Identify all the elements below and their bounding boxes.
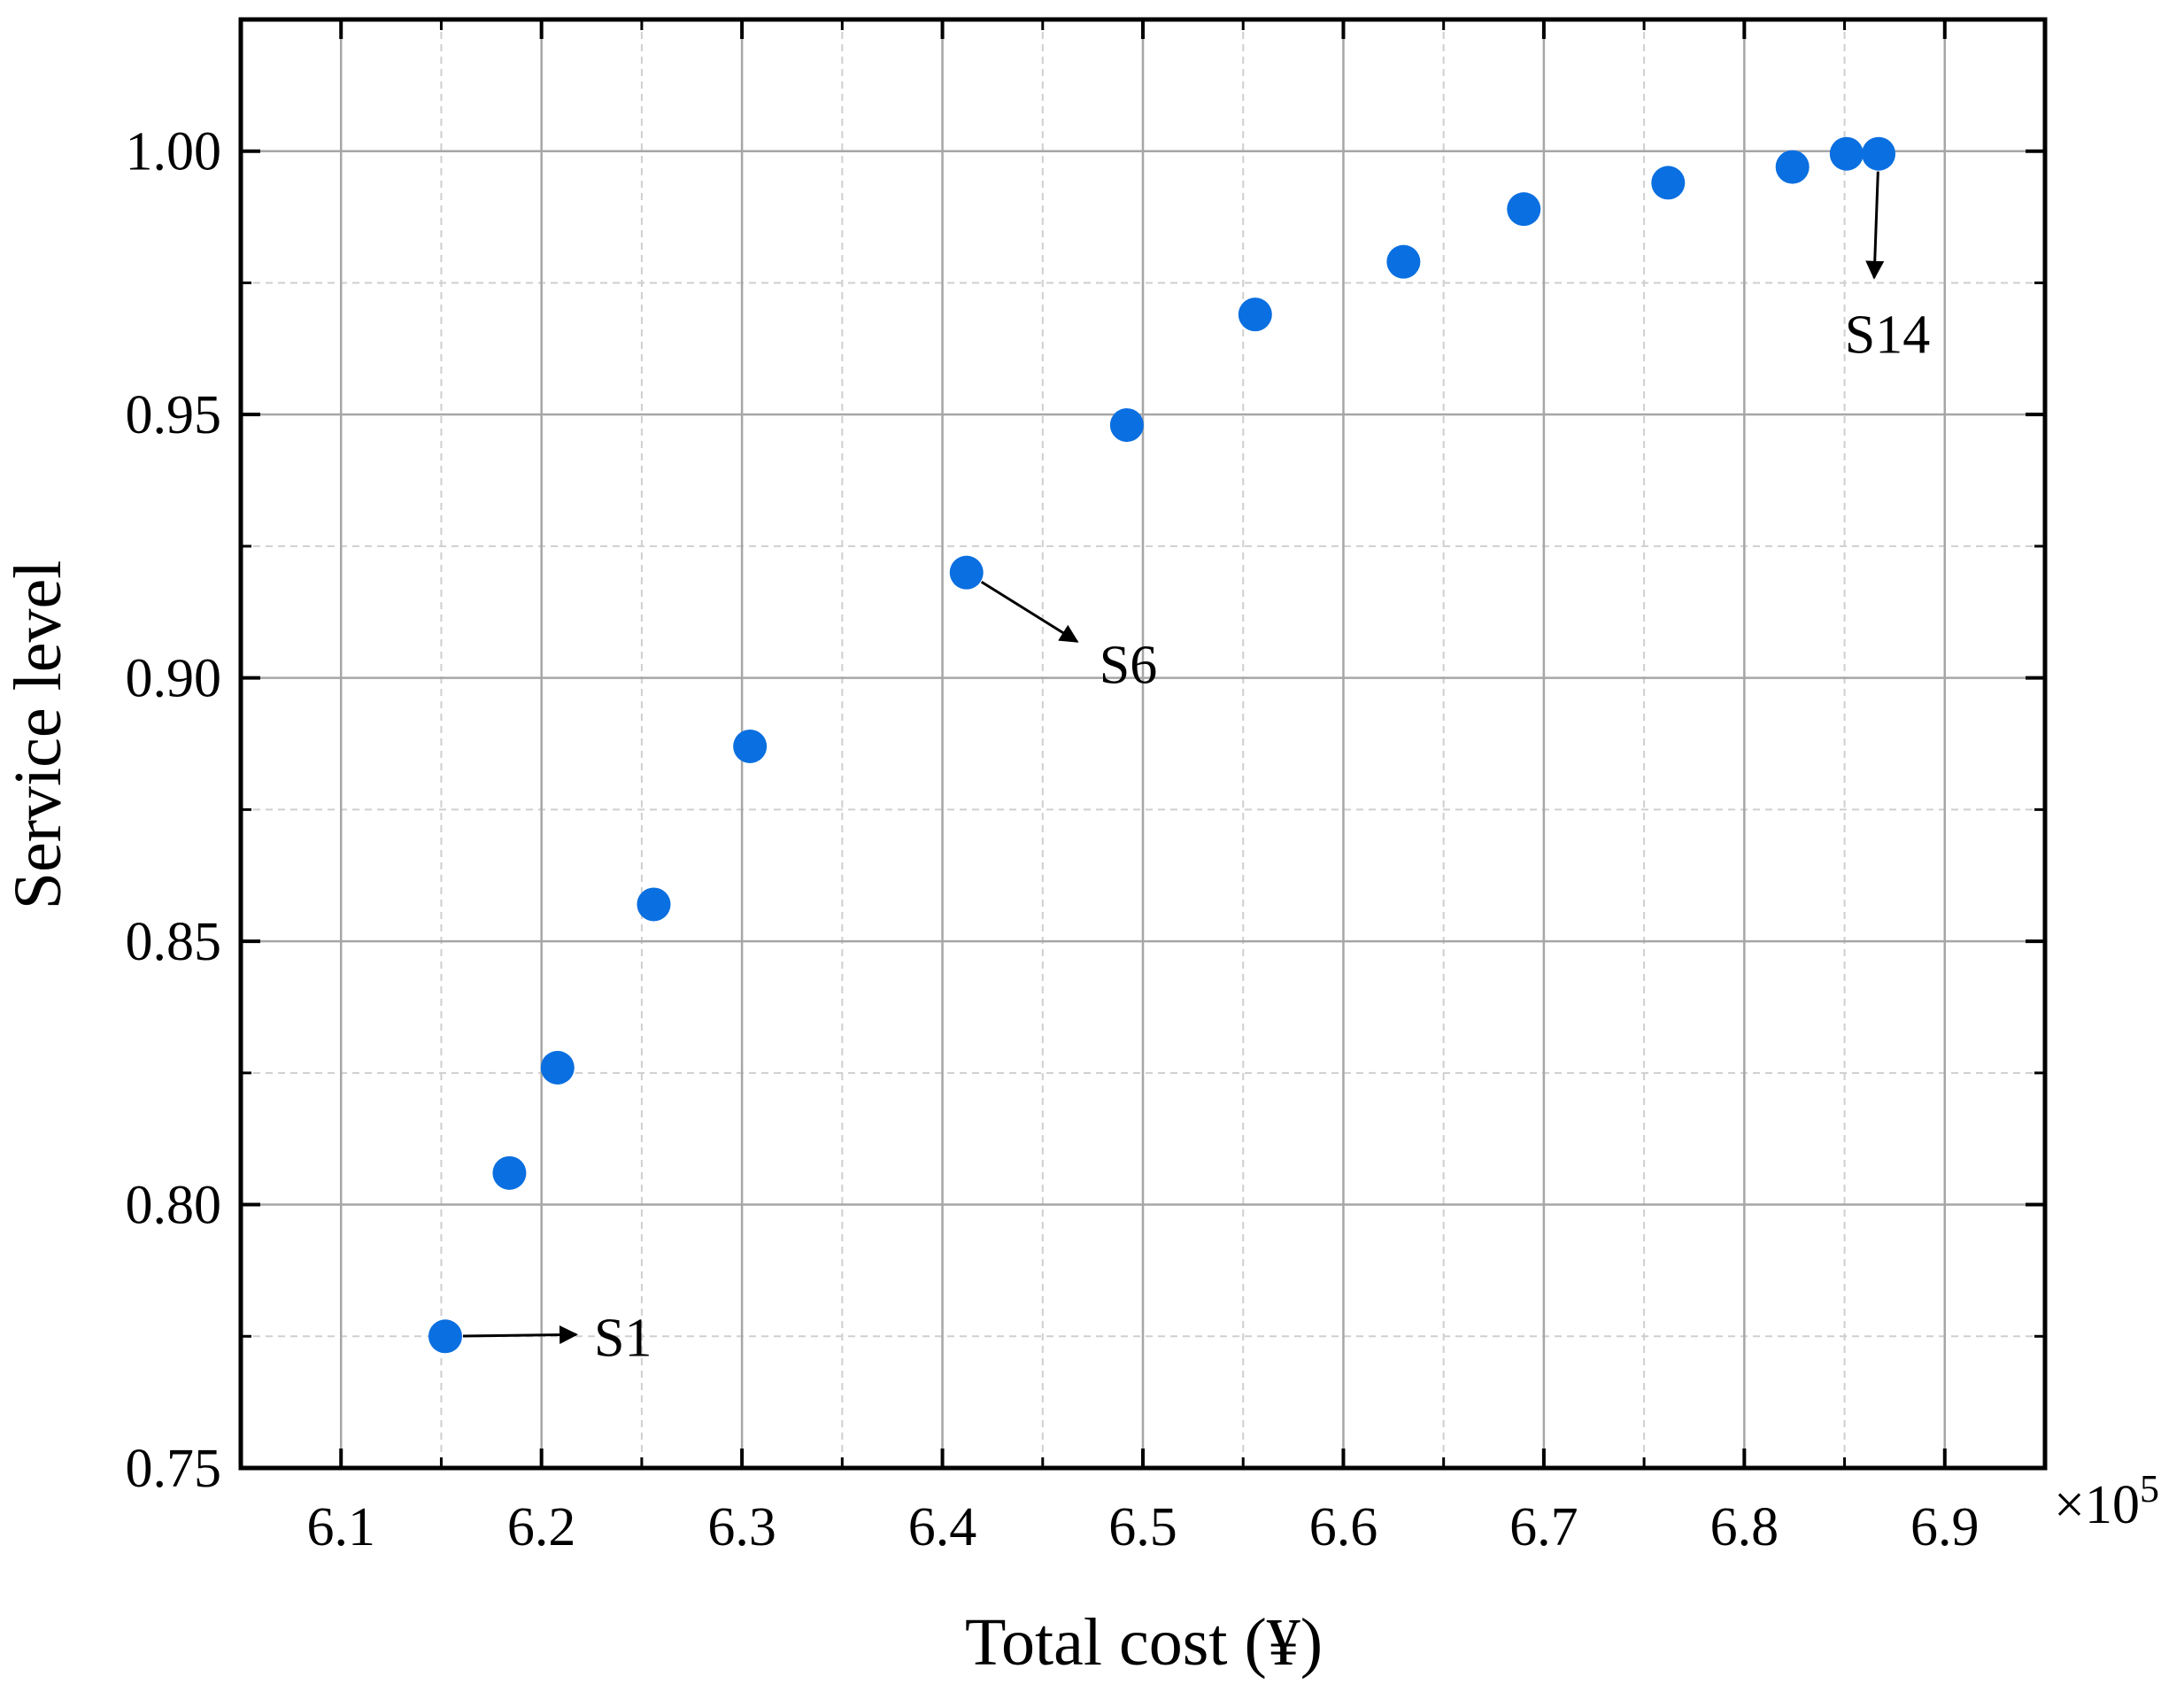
data-point <box>540 1050 575 1085</box>
data-point <box>1775 150 1810 184</box>
data-point <box>949 555 984 590</box>
y-tick-label: 0.90 <box>126 649 222 709</box>
annotation-label: S1 <box>594 1308 652 1368</box>
annotation-arrow <box>1865 171 1885 280</box>
annotation-arrow <box>462 1325 579 1345</box>
x-tick-label: 6.9 <box>1910 1497 1979 1557</box>
data-point <box>1651 166 1686 200</box>
annotation-label: S14 <box>1845 305 1930 366</box>
data-point <box>1109 408 1144 443</box>
data-point <box>1862 136 1896 171</box>
data-point <box>1507 192 1541 227</box>
annotation-label: S6 <box>1100 636 1157 696</box>
data-point <box>1238 297 1272 332</box>
plot-frame <box>238 17 2048 1471</box>
data-point <box>428 1319 462 1354</box>
x-tick-label: 6.3 <box>707 1497 776 1557</box>
x-tick-label: 6.4 <box>908 1497 977 1557</box>
x-tick-label: 6.1 <box>306 1497 375 1557</box>
y-axis-title: Service level <box>1 560 75 910</box>
grid <box>241 19 2045 1470</box>
y-tick-label: 1.00 <box>126 122 222 182</box>
data-point <box>1386 244 1421 279</box>
x-tick-label: 6.6 <box>1309 1497 1378 1557</box>
y-tick-label: 0.95 <box>126 385 222 445</box>
annotation-arrow <box>980 580 1079 643</box>
x-tick-label: 6.2 <box>507 1497 576 1557</box>
x-tick-label: 6.8 <box>1710 1497 1779 1557</box>
x-axis-multiplier-base: ×10 <box>2054 1475 2140 1535</box>
tick-labels: 6.1 6.2 6.3 6.4 6.5 6.6 6.7 6.8 6.9 0.75 0.80 0.85 0… <box>126 122 1979 1557</box>
data-points <box>428 136 1896 1354</box>
x-axis-title: Total cost (¥) <box>965 1605 1323 1680</box>
data-point <box>733 729 768 763</box>
y-tick-label: 0.75 <box>126 1439 222 1499</box>
y-tick-label: 0.80 <box>126 1176 222 1236</box>
data-point <box>492 1155 527 1190</box>
x-axis-multiplier-exponent: 5 <box>2140 1467 2159 1510</box>
x-tick-label: 6.5 <box>1108 1497 1177 1557</box>
data-point <box>637 887 671 922</box>
y-tick-label: 0.85 <box>126 912 222 972</box>
data-point <box>1829 136 1864 171</box>
annotations: S1 S6 S14 <box>462 171 1930 1368</box>
x-axis-multiplier: ×105 <box>2054 1467 2159 1535</box>
x-tick-label: 6.7 <box>1509 1497 1578 1557</box>
